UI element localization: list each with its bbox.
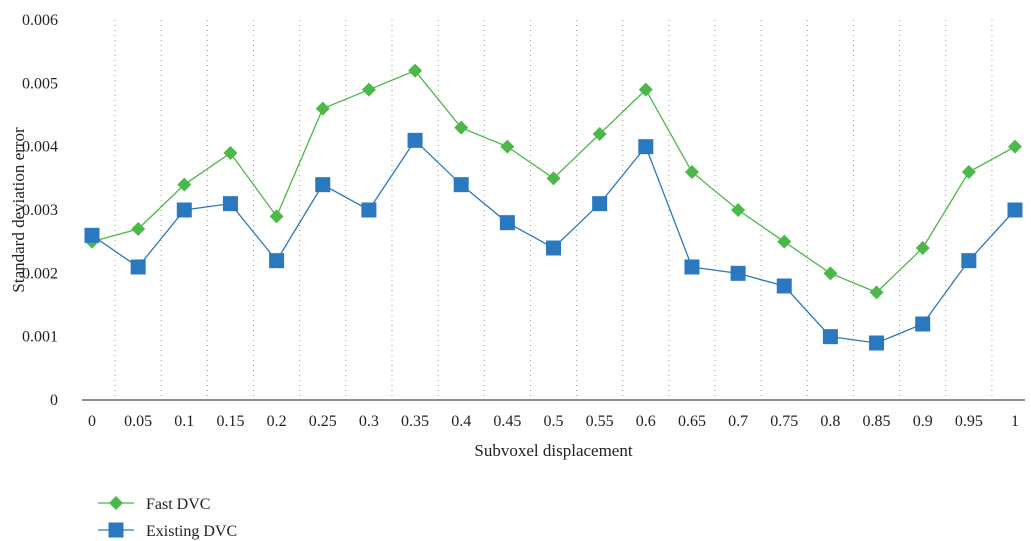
legend-label: Fast DVC (146, 496, 210, 513)
data-point-fast-dvc (684, 165, 699, 179)
data-point-existing-dvc (361, 202, 377, 218)
y-tick-label: 0.003 (22, 202, 58, 219)
data-point-fast-dvc (223, 146, 238, 160)
data-point-existing-dvc (730, 265, 746, 281)
legend: Fast DVC Existing DVC (98, 496, 237, 540)
data-point-existing-dvc (1007, 202, 1023, 218)
x-tick-label: 0.6 (636, 413, 656, 430)
data-point-fast-dvc (500, 139, 515, 154)
data-point-fast-dvc (592, 127, 607, 141)
data-point-existing-dvc (130, 259, 146, 275)
data-point-fast-dvc (731, 203, 746, 217)
data-point-existing-dvc (822, 329, 838, 345)
x-tick-labels: 0 0.05 0.1 0.15 0.2 0.25 0.3 0.35 0.4 0.45 0.5 0.55… (88, 413, 1019, 430)
x-tick-label: 0.25 (309, 413, 337, 430)
data-point-existing-dvc (84, 227, 100, 243)
x-tick-label: 0.65 (678, 413, 706, 430)
data-point-fast-dvc (915, 241, 930, 255)
x-tick-label: 1 (1011, 413, 1019, 430)
data-point-existing-dvc (407, 132, 423, 148)
y-tick-label: 0.002 (22, 265, 58, 282)
data-point-fast-dvc (269, 209, 284, 224)
x-tick-label: 0.35 (401, 413, 429, 430)
data-point-fast-dvc (131, 222, 146, 236)
data-point-fast-dvc (638, 82, 653, 97)
x-tick-label: 0.85 (863, 413, 891, 430)
data-point-existing-dvc (176, 202, 192, 218)
data-point-existing-dvc (546, 240, 561, 256)
series-fast-dvc (85, 63, 1022, 300)
data-point-existing-dvc (915, 316, 931, 332)
data-point-existing-dvc (684, 259, 700, 275)
data-point-fast-dvc (177, 177, 192, 192)
data-point-existing-dvc (638, 139, 654, 155)
y-tick-label: 0 (50, 392, 58, 409)
data-point-existing-dvc (776, 278, 792, 294)
x-tick-label: 0.7 (728, 413, 748, 430)
x-tick-label: 0.75 (770, 413, 798, 430)
data-point-existing-dvc (453, 177, 469, 193)
series-layer (84, 63, 1023, 351)
data-point-fast-dvc (869, 285, 884, 300)
legend-marker-fast-dvc (109, 496, 123, 510)
y-tick-label: 0.001 (22, 329, 58, 346)
x-tick-label: 0.45 (493, 413, 521, 430)
x-tick-label: 0.9 (913, 413, 933, 430)
data-point-existing-dvc (869, 335, 885, 351)
data-point-fast-dvc (961, 165, 976, 179)
data-point-existing-dvc (499, 215, 515, 231)
data-point-fast-dvc (408, 63, 423, 78)
x-tick-label: 0.5 (544, 413, 564, 430)
data-point-existing-dvc (222, 196, 238, 212)
x-tick-label: 0.95 (955, 413, 983, 430)
x-axis-label: Subvoxel displacement (474, 441, 632, 460)
data-point-existing-dvc (315, 177, 331, 193)
x-tick-label: 0.2 (267, 413, 287, 430)
x-tick-label: 0.8 (820, 413, 840, 430)
data-point-fast-dvc (546, 171, 561, 186)
x-tick-label: 0.3 (359, 413, 379, 430)
series-existing-dvc (84, 132, 1023, 351)
legend-label: Existing DVC (146, 523, 237, 540)
data-point-fast-dvc (361, 82, 376, 97)
x-tick-label: 0 (88, 413, 96, 430)
legend-item-fast-dvc: Fast DVC (98, 496, 210, 513)
data-point-fast-dvc (454, 120, 469, 135)
legend-marker-existing-dvc (108, 522, 124, 538)
y-tick-label: 0.006 (22, 12, 58, 29)
y-tick-label: 0.005 (22, 75, 58, 92)
y-tick-labels: 0 0.001 0.002 0.003 0.004 0.005 0.006 (22, 12, 58, 409)
data-point-fast-dvc (777, 234, 792, 249)
x-tick-label: 0.1 (174, 413, 194, 430)
x-tick-label: 0.4 (451, 413, 471, 430)
data-point-fast-dvc (1008, 139, 1022, 154)
data-point-fast-dvc (315, 101, 330, 116)
y-tick-label: 0.004 (22, 139, 58, 156)
x-tick-label: 0.55 (586, 413, 614, 430)
data-point-existing-dvc (592, 196, 608, 212)
x-tick-label: 0.05 (124, 413, 152, 430)
grid-lines (114, 20, 993, 400)
data-point-existing-dvc (269, 253, 285, 269)
data-point-fast-dvc (823, 266, 838, 281)
data-point-existing-dvc (961, 253, 977, 269)
y-axis-label: Standard deviation error (9, 127, 28, 293)
x-tick-label: 0.15 (216, 413, 244, 430)
legend-item-existing-dvc: Existing DVC (98, 522, 237, 540)
